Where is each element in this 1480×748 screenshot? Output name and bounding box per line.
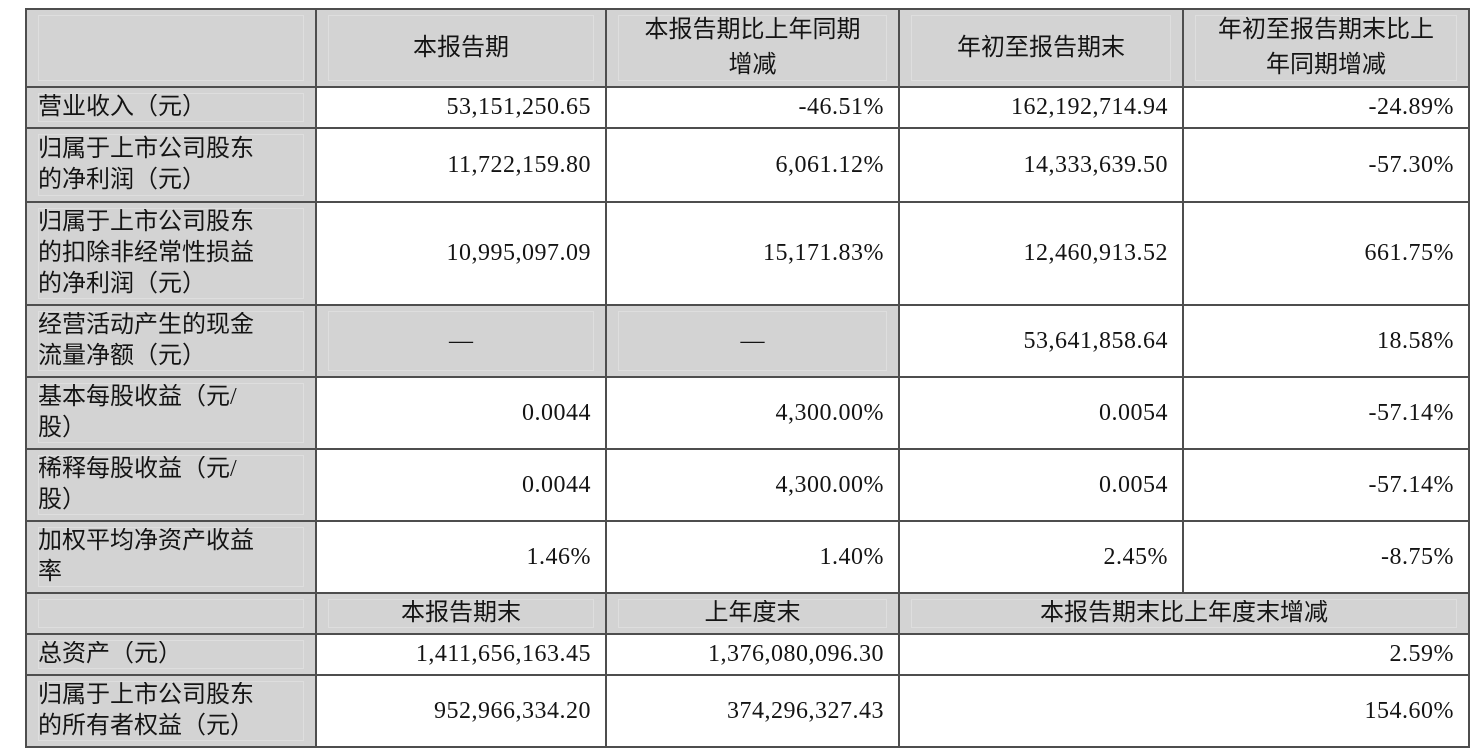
value-ytd: 2.45% [898, 520, 1184, 594]
header-current-period-yoy: 本报告期比上年同期 增减 [605, 8, 900, 88]
value-change: 2.59% [898, 633, 1470, 676]
value-current-period: 10,995,097.09 [315, 201, 607, 306]
value-ytd: 14,333,639.50 [898, 127, 1184, 203]
value-ytd: 162,192,714.94 [898, 86, 1184, 129]
table-row-net-profit: 归属于上市公司股东 的净利润（元） 11,722,159.80 6,061.12… [25, 127, 1470, 203]
value-ytd: 53,641,858.64 [898, 304, 1184, 378]
row-label: 归属于上市公司股东 的净利润（元） [25, 127, 317, 203]
table-header-row-balance: 本报告期末 上年度末 本报告期末比上年度末增减 [25, 592, 1470, 635]
table-row-diluted-eps: 稀释每股收益（元/ 股） 0.0044 4,300.00% 0.0054 -57… [25, 448, 1470, 522]
value-current-period: 53,151,250.65 [315, 86, 607, 129]
value-current-period-dash: — [315, 304, 607, 378]
table-header-row-period: 本报告期 本报告期比上年同期 增减 年初至报告期末 年初至报告期末比上 年同期增… [25, 8, 1470, 88]
value-ytd-yoy: -57.30% [1182, 127, 1470, 203]
value-current-period-yoy: 4,300.00% [605, 376, 900, 450]
value-current-period-yoy: 15,171.83% [605, 201, 900, 306]
value-ytd-yoy: 661.75% [1182, 201, 1470, 306]
table-row-weighted-avg-roe: 加权平均净资产收益 率 1.46% 1.40% 2.45% -8.75% [25, 520, 1470, 594]
table-row-operating-revenue: 营业收入（元） 53,151,250.65 -46.51% 162,192,71… [25, 86, 1470, 129]
value-current-period: 1.46% [315, 520, 607, 594]
value-ytd-yoy: -57.14% [1182, 448, 1470, 522]
value-current-period-yoy: 6,061.12% [605, 127, 900, 203]
value-prev-year-end: 374,296,327.43 [605, 674, 900, 748]
value-current-period-yoy: 1.40% [605, 520, 900, 594]
value-ytd-yoy: -57.14% [1182, 376, 1470, 450]
value-prev-year-end: 1,376,080,096.30 [605, 633, 900, 676]
value-ytd-yoy: -8.75% [1182, 520, 1470, 594]
header-period-end-change: 本报告期末比上年度末增减 [898, 592, 1470, 635]
row-label: 稀释每股收益（元/ 股） [25, 448, 317, 522]
value-ytd: 0.0054 [898, 376, 1184, 450]
table-row-equity-attributable: 归属于上市公司股东 的所有者权益（元） 952,966,334.20 374,2… [25, 674, 1470, 748]
value-ytd: 0.0054 [898, 448, 1184, 522]
row-label: 总资产（元） [25, 633, 317, 676]
table-row-net-profit-excl-nonrecurring: 归属于上市公司股东 的扣除非经常性损益 的净利润（元） 10,995,097.0… [25, 201, 1470, 306]
header-period-end: 本报告期末 [315, 592, 607, 635]
value-current-period-yoy: 4,300.00% [605, 448, 900, 522]
header-prev-year-end: 上年度末 [605, 592, 900, 635]
table-row-basic-eps: 基本每股收益（元/ 股） 0.0044 4,300.00% 0.0054 -57… [25, 376, 1470, 450]
value-current-period-yoy: -46.51% [605, 86, 900, 129]
row-label: 加权平均净资产收益 率 [25, 520, 317, 594]
row-label: 基本每股收益（元/ 股） [25, 376, 317, 450]
value-current-period: 0.0044 [315, 376, 607, 450]
row-label: 归属于上市公司股东 的扣除非经常性损益 的净利润（元） [25, 201, 317, 306]
financial-summary-table: 本报告期 本报告期比上年同期 增减 年初至报告期末 年初至报告期末比上 年同期增… [25, 8, 1470, 748]
row-label: 归属于上市公司股东 的所有者权益（元） [25, 674, 317, 748]
value-ytd: 12,460,913.52 [898, 201, 1184, 306]
table-row-total-assets: 总资产（元） 1,411,656,163.45 1,376,080,096.30… [25, 633, 1470, 676]
value-change: 154.60% [898, 674, 1470, 748]
value-ytd-yoy: -24.89% [1182, 86, 1470, 129]
value-current-period-yoy-dash: — [605, 304, 900, 378]
row-label: 营业收入（元） [25, 86, 317, 129]
value-current-period: 0.0044 [315, 448, 607, 522]
value-ytd-yoy: 18.58% [1182, 304, 1470, 378]
value-current-period: 11,722,159.80 [315, 127, 607, 203]
header-ytd-yoy: 年初至报告期末比上 年同期增减 [1182, 8, 1470, 88]
header-ytd: 年初至报告期末 [898, 8, 1184, 88]
header-current-period: 本报告期 [315, 8, 607, 88]
value-period-end: 1,411,656,163.45 [315, 633, 607, 676]
header-corner-cell-2 [25, 592, 317, 635]
value-period-end: 952,966,334.20 [315, 674, 607, 748]
header-corner-cell [25, 8, 317, 88]
row-label: 经营活动产生的现金 流量净额（元） [25, 304, 317, 378]
table-row-operating-cash-flow: 经营活动产生的现金 流量净额（元） — — 53,641,858.64 18.5… [25, 304, 1470, 378]
